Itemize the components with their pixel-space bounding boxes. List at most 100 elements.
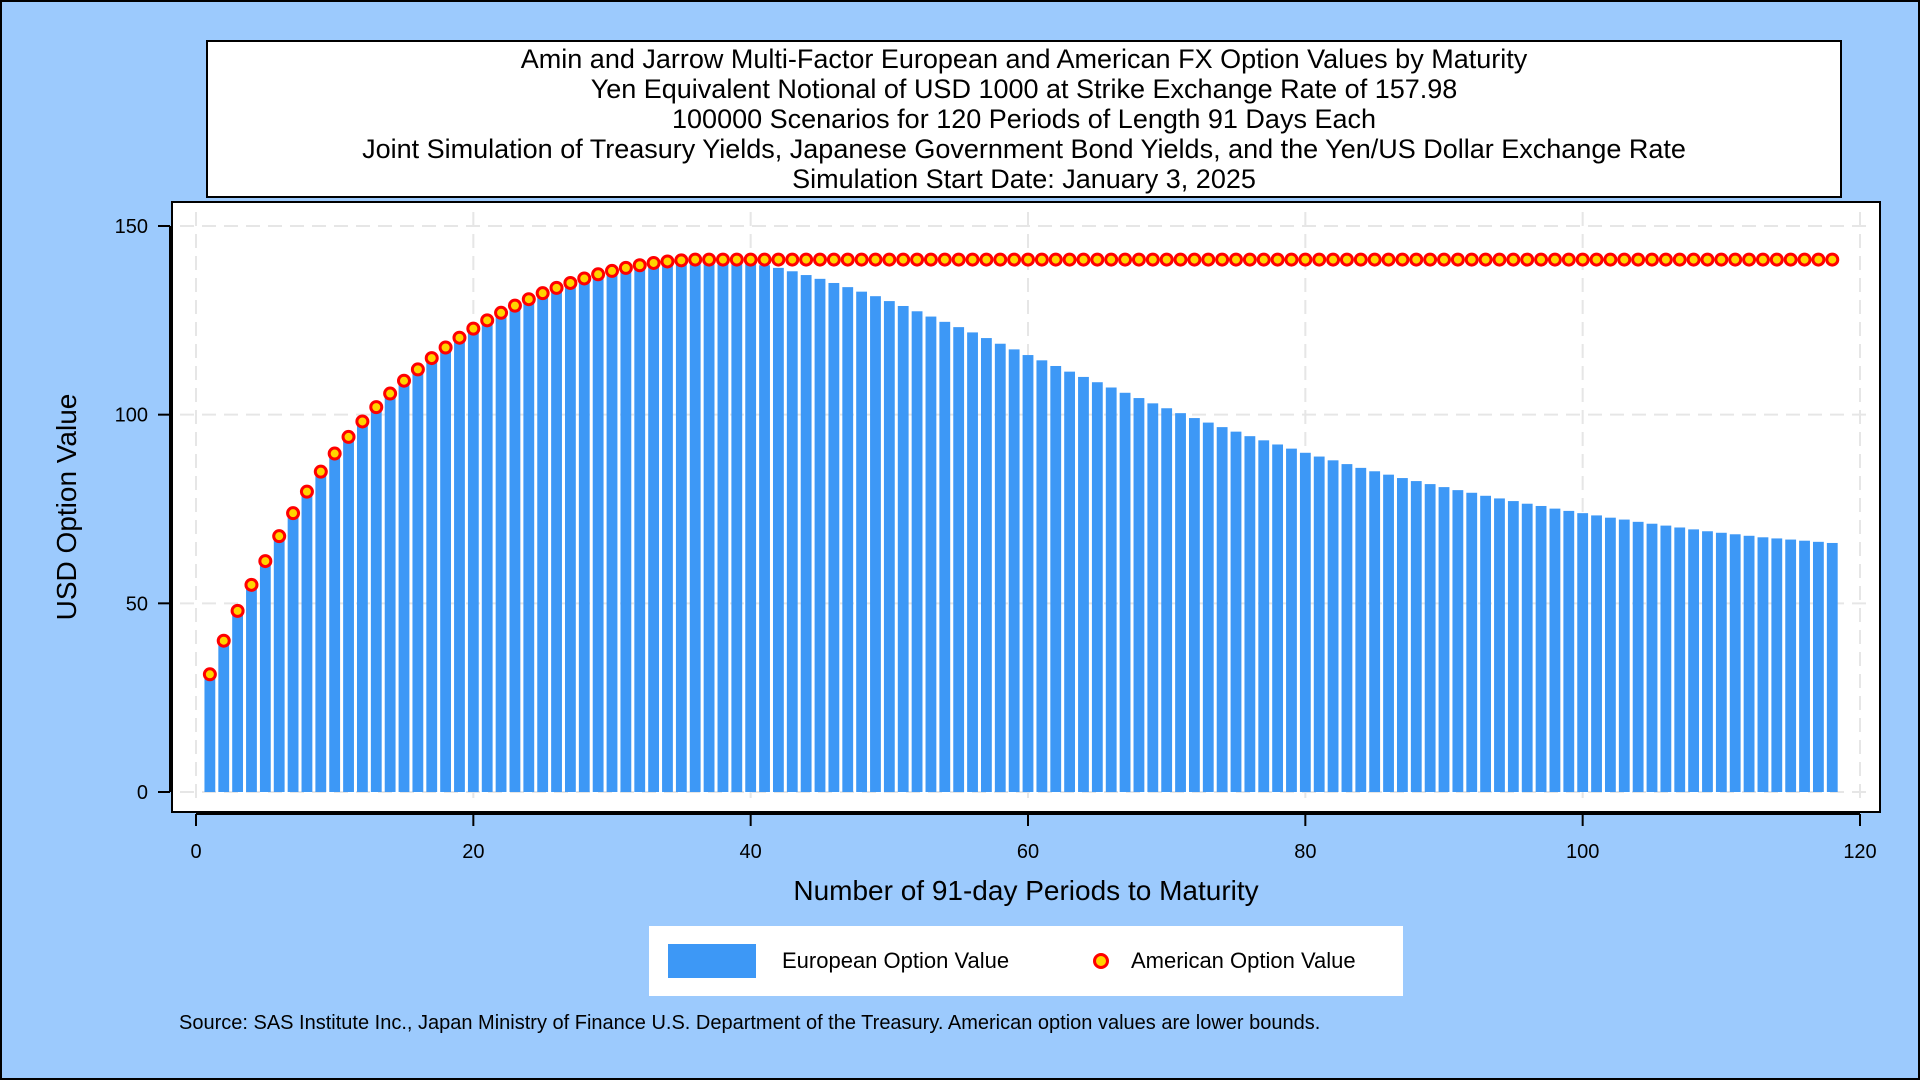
european-bar [1702,531,1713,792]
european-bar [1327,460,1339,792]
american-marker [1312,252,1327,267]
x-tick-label: 100 [1566,841,1599,863]
european-bar [1674,527,1686,792]
chart-title-line-1: Amin and Jarrow Multi-Factor European an… [520,44,1528,74]
european-bars [204,259,1838,793]
american-marker [923,252,938,267]
european-bar [675,260,687,793]
y-tick-label: 100 [115,405,148,427]
american-marker [1755,252,1770,267]
american-marker [1173,252,1188,267]
american-marker [397,373,411,388]
european-bar [1743,535,1755,792]
american-marker [383,386,398,401]
european-bar [356,421,368,792]
american-marker [355,414,370,429]
european-bar [980,338,992,792]
american-marker [979,252,994,267]
european-bar [842,287,854,792]
european-bar [1812,541,1824,792]
american-marker [1090,252,1105,267]
american-marker [618,260,633,275]
american-marker [369,400,384,415]
american-marker [272,529,287,544]
european-bar [662,261,673,793]
european-bar [1369,471,1381,792]
american-marker [868,252,883,267]
american-marker [757,252,772,267]
american-marker [591,267,606,282]
american-marker [951,252,966,267]
y-axis-title: USD Option Value [51,394,82,621]
european-bar [412,369,424,792]
american-marker [1603,252,1618,267]
american-marker [1076,252,1091,267]
european-bar [287,513,299,792]
european-bar [1563,510,1575,792]
american-marker [799,252,814,267]
european-bar [1507,501,1519,792]
american-marker [605,263,619,278]
american-marker [965,252,980,267]
european-bar [772,267,784,792]
european-bar [1286,448,1297,792]
y-tick-label: 0 [137,782,148,804]
american-marker [896,252,911,267]
x-tick-label: 40 [740,841,762,863]
american-marker [1561,252,1576,267]
american-marker [313,464,328,479]
chart-title-line-3: 100000 Scenarios for 120 Periods of Leng… [672,104,1376,134]
american-marker [1326,252,1341,267]
american-marker [1575,252,1590,267]
american-marker [438,340,453,355]
european-bar [1022,355,1034,792]
chart-title-line-4: Joint Simulation of Treasury Yields, Jap… [362,134,1686,164]
european-bar [1313,456,1325,792]
american-markers [202,252,1840,682]
american-marker [341,429,356,444]
american-marker [424,351,439,366]
american-marker [327,446,342,461]
european-bar [1452,490,1464,792]
american-marker [1007,252,1022,267]
american-marker [577,271,592,286]
american-marker [1131,252,1146,267]
american-marker [1145,252,1160,267]
european-bar [1535,505,1547,792]
european-bar [994,343,1006,792]
american-marker [1631,252,1646,267]
european-bar [1078,376,1089,792]
x-axis-title: Number of 91-day Periods to Maturity [793,875,1258,906]
american-marker [521,292,536,307]
european-bar [232,610,244,792]
american-marker [1034,252,1049,267]
european-bar [551,287,562,792]
european-bar [1216,427,1228,792]
european-bar [1618,519,1630,792]
american-marker [1242,252,1257,267]
european-bar [786,271,798,792]
american-marker [702,252,717,267]
european-bar [537,293,549,792]
american-marker [1520,252,1535,267]
european-bar [1244,436,1256,792]
european-bar [467,328,479,792]
european-bar [1119,392,1131,792]
european-bar [273,536,285,792]
american-marker [1506,252,1521,267]
american-marker [202,667,217,682]
american-marker [1811,252,1826,267]
american-marker [1492,252,1507,267]
european-bar [1577,513,1589,792]
european-bar [1466,492,1478,792]
legend-american-marker [1093,953,1109,969]
european-bar [1632,521,1644,792]
european-bar [759,265,770,792]
european-bar [883,301,895,792]
american-marker [1409,252,1424,267]
american-marker [1714,252,1729,267]
legend-european-label: European Option Value [782,948,1010,973]
european-bar [1050,365,1062,792]
american-marker [216,633,231,648]
